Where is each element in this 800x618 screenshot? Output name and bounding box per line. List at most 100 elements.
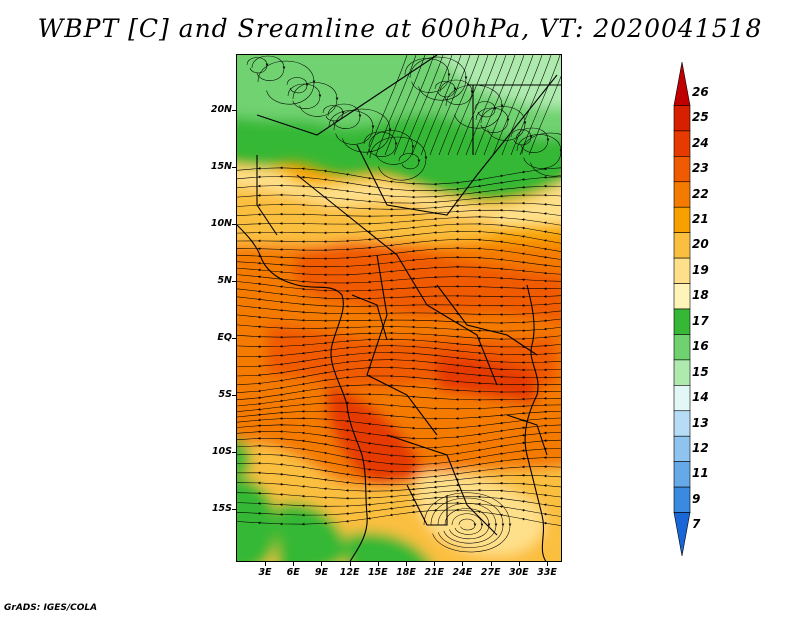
streamline: [237, 208, 561, 218]
streamline: [411, 55, 453, 156]
streamline: [287, 83, 322, 109]
colorbar-label: 17: [692, 313, 709, 328]
lat-tick-mark: [232, 509, 236, 510]
colorbar-segment: [673, 181, 691, 208]
colorbar-segment: [673, 486, 691, 513]
colorbar-segment: [673, 156, 691, 183]
streamline: [237, 288, 561, 301]
streamline: [458, 518, 477, 531]
lat-tick-label: 5N: [217, 275, 232, 286]
colorbar-segment: [673, 512, 691, 557]
streamline: [237, 324, 561, 333]
lon-tick-mark: [434, 562, 436, 566]
colorbar-label: 11: [692, 466, 709, 481]
lon-tick-mark: [321, 562, 323, 566]
streamline: [501, 55, 543, 156]
streamline: [384, 55, 426, 156]
streamline: [456, 55, 498, 156]
streamline: [420, 55, 462, 156]
streamline: [474, 55, 516, 156]
streamline: [447, 55, 489, 156]
streamline: [251, 55, 286, 81]
lat-tick-label: 20N: [210, 104, 232, 115]
lon-tick-mark: [265, 562, 266, 566]
streamline: [237, 296, 561, 308]
colorbar-segment: [673, 130, 691, 157]
colorbar-segment: [673, 257, 691, 284]
streamline: [483, 55, 525, 156]
lon-tick-mark: [490, 562, 492, 566]
lon-tick-label: 3E: [258, 567, 272, 578]
streamline: [439, 79, 474, 105]
lon-tick-label: 18E: [396, 567, 416, 578]
streamlines: [237, 55, 561, 553]
streamline: [510, 129, 533, 146]
streamline: [237, 508, 561, 526]
streamline: [375, 55, 417, 156]
lat-tick-mark: [232, 452, 236, 453]
lat-tick-label: 15S: [211, 503, 232, 514]
colorbar-segment: [673, 435, 691, 462]
colorbar-label: 16: [692, 339, 709, 354]
lon-tick-mark: [518, 562, 520, 566]
streamline: [474, 101, 497, 118]
lat-tick-mark: [232, 281, 236, 282]
lat-tick-label: 5S: [218, 389, 232, 400]
lat-tick-label: 15N: [210, 161, 232, 172]
lon-tick-label: 33E: [537, 567, 557, 578]
streamline: [437, 503, 498, 544]
colorbar-segment: [673, 283, 691, 310]
colorbar-label: 19: [692, 262, 709, 277]
wbpt-map: [237, 55, 561, 561]
lon-tick-mark: [547, 562, 548, 566]
lat-tick-mark: [232, 110, 236, 111]
colorbar-label: 26: [692, 84, 709, 99]
chart-title: WBPT [C] and Sreamline at 600hPa, VT: 20…: [37, 14, 763, 43]
colorbar-label: 20: [692, 237, 709, 252]
streamline: [429, 55, 471, 156]
lon-tick-label: 27E: [480, 567, 501, 578]
lon-tick-label: 6E: [286, 567, 300, 578]
streamline: [237, 274, 561, 285]
streamline: [516, 134, 561, 169]
streamline: [237, 392, 561, 407]
streamline: [368, 130, 415, 165]
lon-tick-label: 9E: [314, 567, 328, 578]
lon-tick-mark: [349, 562, 351, 566]
colorbar-label: 15: [692, 364, 709, 379]
streamline: [246, 57, 269, 74]
streamline: [237, 281, 561, 293]
lon-tick-label: 21E: [424, 567, 445, 578]
streamline: [492, 55, 534, 156]
lon-tick-label: 24E: [452, 567, 473, 578]
streamline: [393, 55, 435, 156]
colorbar-label: 24: [692, 135, 709, 150]
colorbar-segment: [673, 105, 691, 132]
colorbar-label: 9: [692, 491, 701, 506]
wbpt-field: [237, 55, 561, 561]
colorbar-label: 18: [692, 288, 709, 303]
streamline: [519, 55, 561, 156]
colorbar-segment: [673, 461, 691, 488]
streamline: [438, 55, 480, 156]
colorbar-segment: [673, 385, 691, 412]
streamline: [434, 81, 457, 98]
streamline: [237, 305, 561, 316]
streamline: [237, 314, 561, 325]
colorbar-segment: [673, 206, 691, 233]
streamline: [333, 108, 392, 153]
colorbar-label: 23: [692, 161, 709, 176]
colorbar-label: 12: [692, 440, 709, 455]
colorbar-segment: [673, 410, 691, 437]
lon-tick-label: 30E: [508, 567, 529, 578]
colorbar: [673, 61, 691, 557]
streamline: [423, 492, 512, 553]
lat-tick-label: 10S: [211, 446, 232, 457]
colorbar-label: 21: [692, 211, 709, 226]
streamline: [363, 131, 398, 157]
lon-tick-mark: [377, 562, 379, 566]
streamline: [510, 55, 552, 156]
colorbar-label: 14: [692, 390, 709, 405]
colorbar-label: 25: [692, 110, 709, 125]
lon-tick-mark: [406, 562, 407, 566]
